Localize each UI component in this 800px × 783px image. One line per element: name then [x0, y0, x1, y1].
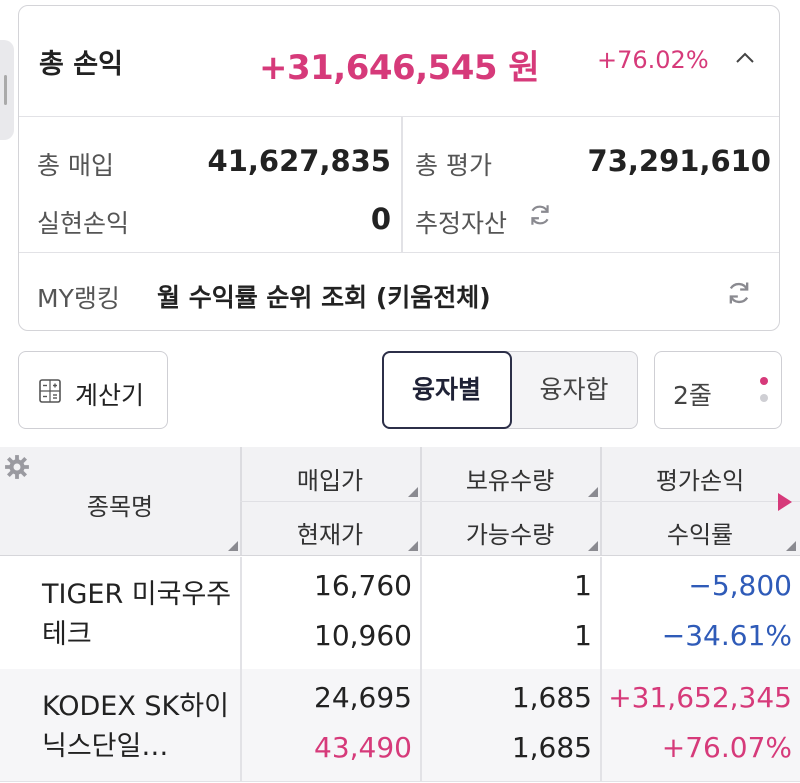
segment-by-loan[interactable]: 융자별	[381, 350, 512, 429]
calculator-label: 계산기	[75, 381, 145, 410]
header-available-qty[interactable]: 가능수량	[465, 521, 555, 549]
ranking-link[interactable]: 월 수익률 순위 조회 (키움전체)	[157, 283, 491, 312]
divider	[240, 669, 242, 781]
divider	[600, 669, 602, 781]
divider	[240, 501, 800, 502]
divider	[420, 557, 422, 669]
divider	[401, 116, 403, 252]
buy-price: 16,760	[314, 569, 412, 602]
table-row[interactable]: TIGER 미국우주테크 16,760 10,960 1 1 −5,800 −3…	[0, 557, 800, 670]
sort-triangle-icon	[408, 487, 418, 497]
purchase-value: 41,627,835	[207, 144, 391, 178]
summary-card: 총 손익 +31,646,545 원 +76.02% 총 매입 41,627,8…	[18, 5, 780, 331]
calculator-icon	[39, 379, 61, 403]
available-qty: 1,685	[511, 731, 592, 764]
gear-icon[interactable]	[4, 454, 30, 480]
ranking-label: MY랭킹	[37, 284, 120, 313]
header-current-price[interactable]: 현재가	[296, 521, 364, 549]
divider	[240, 557, 242, 669]
estimated-label: 추정자산	[415, 209, 508, 238]
refresh-icon[interactable]	[725, 279, 753, 307]
return-rate: −34.61%	[661, 619, 792, 652]
loan-segment-control: 융자별 융자합	[381, 350, 638, 429]
eval-pl: −5,800	[688, 569, 792, 602]
realized-label: 실현손익	[37, 209, 130, 238]
calculator-button[interactable]: 계산기	[18, 351, 168, 429]
total-pl-pct: +76.02%	[597, 46, 709, 74]
header-buy-price[interactable]: 매입가	[296, 467, 364, 495]
available-qty: 1	[574, 619, 592, 652]
divider	[420, 669, 422, 781]
current-price: 10,960	[314, 619, 412, 652]
sort-triangle-icon	[588, 487, 598, 497]
header-eval-pl[interactable]: 평가손익	[655, 467, 745, 495]
header-holding-qty[interactable]: 보유수량	[465, 467, 555, 495]
holdings-table: 종목명 매입가 현재가 보유수량 가능수량 평가손익 수익률 TIGER 미국우…	[0, 447, 800, 783]
table-row[interactable]: KODEX SK하이닉스단일… 24,695 43,490 1,685 1,68…	[0, 669, 800, 782]
summary-grid: 총 매입 41,627,835 총 평가 73,291,610 실현손익 0 추…	[19, 116, 779, 253]
stock-name[interactable]: TIGER 미국우주테크	[42, 579, 232, 650]
total-pl-unit: 원	[508, 48, 540, 88]
row-count-label: 2줄	[673, 381, 712, 410]
holding-qty: 1	[574, 569, 592, 602]
row-count-button[interactable]: 2줄	[654, 351, 782, 429]
buy-price: 24,695	[314, 681, 412, 714]
stock-name[interactable]: KODEX SK하이닉스단일…	[42, 691, 229, 762]
evaluation-label: 총 평가	[415, 151, 492, 180]
realized-value: 0	[370, 202, 391, 236]
holding-qty: 1,685	[511, 681, 592, 714]
table-header: 종목명 매입가 현재가 보유수량 가능수량 평가손익 수익률	[0, 447, 800, 556]
side-drawer-handle[interactable]	[0, 40, 14, 140]
sort-triangle-icon	[228, 541, 238, 551]
header-return-rate[interactable]: 수익률	[666, 521, 734, 549]
divider	[600, 557, 602, 669]
dot-indicator	[760, 377, 768, 385]
dot-indicator	[760, 394, 768, 402]
header-name[interactable]: 종목명	[86, 493, 154, 521]
segment-loan-sum[interactable]: 융자합	[539, 375, 609, 404]
scroll-right-arrow-icon[interactable]	[778, 493, 792, 511]
sort-triangle-icon	[408, 541, 418, 551]
eval-pl: +31,652,345	[608, 681, 792, 714]
sort-triangle-icon	[588, 541, 598, 551]
evaluation-value: 73,291,610	[587, 144, 771, 178]
refresh-icon[interactable]	[527, 202, 553, 228]
summary-header[interactable]: 총 손익 +31,646,545 원 +76.02%	[19, 6, 779, 117]
current-price: 43,490	[314, 731, 412, 764]
total-pl-label: 총 손익	[39, 49, 123, 80]
chevron-up-icon[interactable]	[735, 48, 755, 68]
sort-triangle-icon	[786, 541, 796, 551]
purchase-label: 총 매입	[37, 151, 114, 180]
return-rate: +76.07%	[661, 731, 792, 764]
total-pl-value: +31,646,545 원	[259, 48, 540, 88]
